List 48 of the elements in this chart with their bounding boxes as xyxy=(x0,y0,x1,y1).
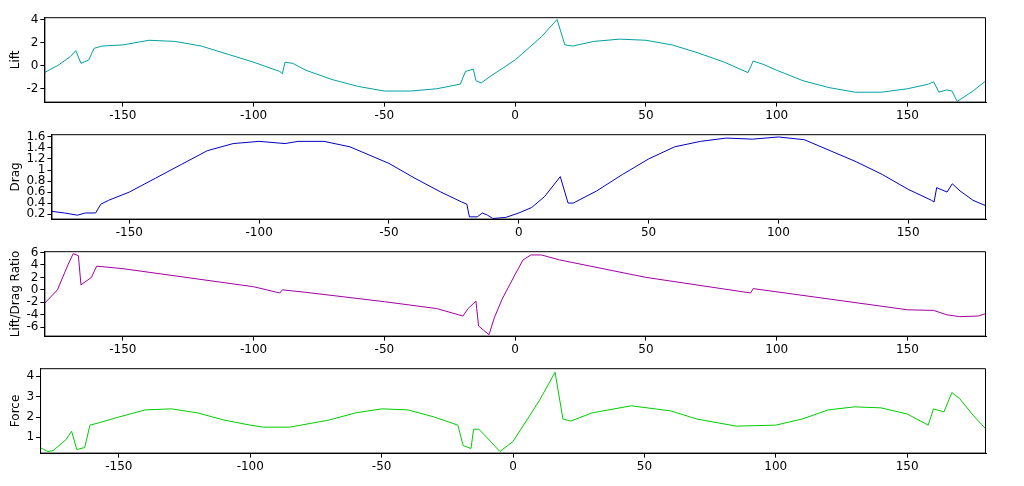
x-tick-label: 50 xyxy=(638,341,654,356)
y-tick-label: 4 xyxy=(30,257,39,272)
x-tick-label: 0 xyxy=(511,107,519,122)
x-tick-label: -50 xyxy=(374,107,395,122)
y-tick-label: 3 xyxy=(26,388,35,403)
y-tick-label: 0 xyxy=(30,57,39,72)
y-axis-title: Force xyxy=(8,394,23,428)
x-tick-label: 100 xyxy=(766,224,790,239)
x-tick-label: -100 xyxy=(240,107,268,122)
x-tick-label: -150 xyxy=(109,107,137,122)
y-tick-label: 4 xyxy=(30,11,39,26)
x-tick-label: -150 xyxy=(109,341,137,356)
y-tick-label: 0 xyxy=(30,281,39,296)
y-tick-label: 6 xyxy=(30,244,39,259)
y-tick-label: -2 xyxy=(26,294,39,309)
x-tick-label: 50 xyxy=(636,458,653,473)
x-tick-label: 150 xyxy=(896,341,919,356)
x-tick-label: 150 xyxy=(896,107,919,122)
x-tick-label: -100 xyxy=(245,224,273,239)
y-tick-label: -6 xyxy=(26,319,39,334)
x-tick-label: -150 xyxy=(115,224,143,239)
x-tick-label: 100 xyxy=(764,458,788,473)
x-tick-label: 150 xyxy=(895,458,919,473)
x-tick-label: -150 xyxy=(105,458,133,473)
x-tick-label: -50 xyxy=(371,458,392,473)
y-tick-label: 2 xyxy=(26,409,35,424)
x-tick-label: -50 xyxy=(379,224,399,239)
y-tick-label: -2 xyxy=(26,80,39,95)
x-tick-label: 150 xyxy=(896,224,920,239)
x-tick-label: 0 xyxy=(514,224,523,239)
x-tick-label: -50 xyxy=(374,341,395,356)
x-tick-label: -100 xyxy=(236,458,264,473)
x-tick-label: 50 xyxy=(640,224,657,239)
y-axis-title: Drag xyxy=(8,162,23,192)
y-tick-label: 0.2 xyxy=(26,206,46,221)
x-tick-label: 0 xyxy=(511,341,519,356)
y-axis-title: Lift xyxy=(8,50,23,70)
x-tick-label: 100 xyxy=(765,341,789,356)
y-tick-label: 4 xyxy=(26,368,35,383)
x-tick-label: 100 xyxy=(765,107,789,122)
y-axis-title: Lift/Drag Ratio xyxy=(8,250,23,338)
x-tick-label: 0 xyxy=(509,458,517,473)
y-tick-label: -4 xyxy=(26,306,39,321)
x-tick-label: -100 xyxy=(240,341,268,356)
x-tick-label: 50 xyxy=(638,107,654,122)
y-tick-label: 2 xyxy=(30,269,39,284)
y-tick-label: 2 xyxy=(30,34,39,49)
y-tick-label: 1 xyxy=(26,429,35,444)
